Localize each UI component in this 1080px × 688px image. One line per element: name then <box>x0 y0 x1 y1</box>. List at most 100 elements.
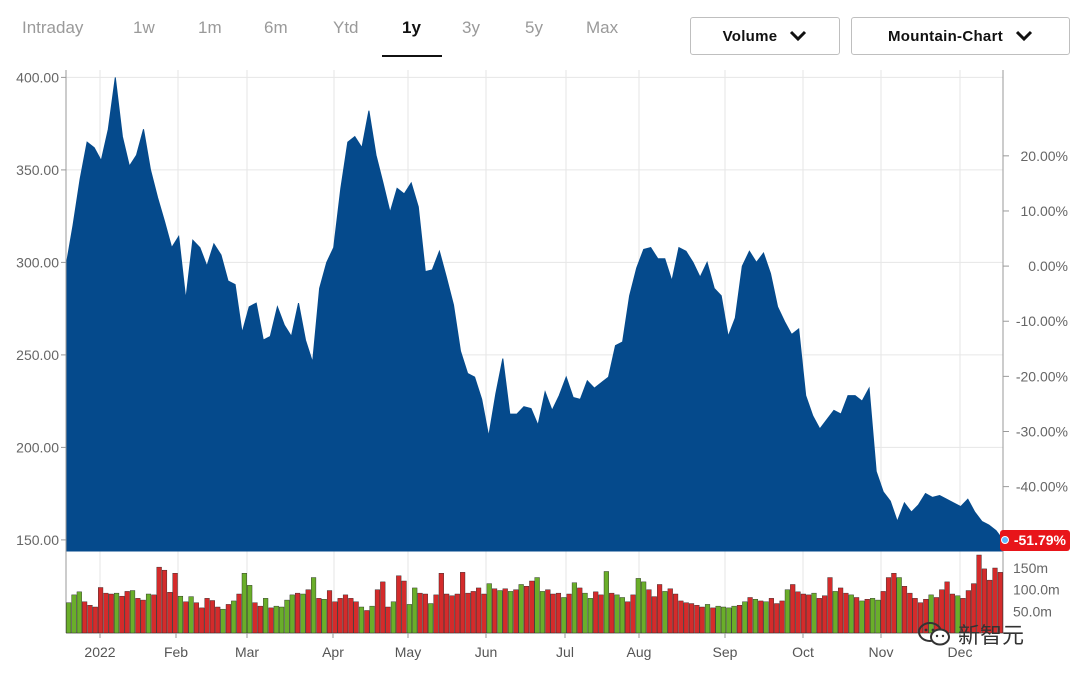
volume-bar-101 <box>603 571 609 634</box>
volume-bar-26 <box>204 598 210 634</box>
volume-bar-79 <box>486 583 492 634</box>
volume-bar-149 <box>859 600 865 634</box>
tab-6m[interactable]: 6m <box>264 18 288 37</box>
volume-bar-42 <box>289 594 295 634</box>
volume-bar-166 <box>949 593 955 634</box>
volume-bar-22 <box>183 601 189 634</box>
volume-bar-61 <box>390 601 396 634</box>
volume-bar-18 <box>161 569 168 634</box>
volume-bar-137 <box>795 591 801 634</box>
volume-bar-146 <box>843 592 849 634</box>
volume-bar-7 <box>103 592 109 634</box>
volume-bar-131 <box>763 601 769 634</box>
volume-bar-71 <box>444 593 450 634</box>
tab-max[interactable]: Max <box>586 18 619 37</box>
tab-1w[interactable]: 1w <box>133 18 155 37</box>
volume-bar-40 <box>279 606 285 634</box>
volume-bar-123 <box>720 606 727 634</box>
volume-bar-85 <box>518 584 524 634</box>
volume-bar-64 <box>406 604 412 634</box>
volume-bar-10 <box>119 595 125 634</box>
volume-bar-112 <box>662 591 668 634</box>
volume-bar-172 <box>981 568 987 634</box>
volume-bar-34 <box>247 585 253 634</box>
x-tick-label-6: Jul <box>556 644 574 660</box>
tab-ytd[interactable]: Ytd <box>333 18 359 37</box>
tab-1y[interactable]: 1y <box>402 18 421 37</box>
volume-bar-93 <box>561 597 567 634</box>
price-area <box>65 77 1004 552</box>
volume-tick-label-0: 150m <box>1013 560 1048 576</box>
volume-bar-78 <box>481 593 487 634</box>
volume-bar-11 <box>124 591 130 634</box>
y-right-tick-label-2: 0.00% <box>1028 258 1068 274</box>
y-right-tick-label-5: -30.00% <box>1016 423 1068 439</box>
volume-bar-140 <box>811 592 817 634</box>
tab-intraday[interactable]: Intraday <box>22 18 84 37</box>
volume-bar-102 <box>609 592 615 634</box>
volume-dropdown[interactable]: Volume <box>690 17 840 55</box>
chart-type-dropdown-label: Mountain-Chart <box>887 27 1003 45</box>
volume-bar-13 <box>135 598 141 634</box>
volume-bar-104 <box>619 597 625 634</box>
volume-bar-167 <box>955 595 961 634</box>
y-right-tick-label-1: 10.00% <box>1021 203 1068 219</box>
volume-bar-38 <box>268 607 274 634</box>
volume-bar-157 <box>901 586 908 634</box>
volume-bar-86 <box>523 586 530 634</box>
volume-bar-25 <box>199 607 205 634</box>
volume-bar-27 <box>209 600 215 634</box>
tab-3y[interactable]: 3y <box>462 18 480 37</box>
y-right-tick-label-4: -20.00% <box>1016 368 1068 384</box>
volume-bar-69 <box>433 594 439 634</box>
volume-bar-169 <box>965 590 971 634</box>
x-tick-label-3: Apr <box>322 644 344 660</box>
volume-bar-74 <box>460 572 466 634</box>
volume-bar-2 <box>76 591 82 634</box>
volume-bar-51 <box>337 598 343 634</box>
volume-bar-77 <box>476 587 482 634</box>
volume-bar-63 <box>401 580 407 634</box>
volume-bar-152 <box>875 599 881 634</box>
tab-1m[interactable]: 1m <box>198 18 222 37</box>
volume-bar-113 <box>667 588 673 634</box>
volume-bar-132 <box>768 598 774 634</box>
y-right-tick-label-6: -40.00% <box>1016 479 1068 495</box>
volume-bar-80 <box>492 588 498 634</box>
volume-bar-14 <box>140 599 146 634</box>
x-tick-label-5: Jun <box>475 644 498 660</box>
volume-bar-95 <box>571 582 577 634</box>
volume-bar-162 <box>928 594 934 634</box>
volume-bar-15 <box>145 593 152 634</box>
volume-bar-3 <box>82 601 88 634</box>
x-tick-label-8: Sep <box>713 644 738 660</box>
watermark-text: 新智元 <box>958 623 1025 648</box>
volume-bar-23 <box>188 596 194 634</box>
volume-bar-32 <box>236 593 242 634</box>
volume-bar-119 <box>699 606 705 634</box>
tab-5y[interactable]: 5y <box>525 18 543 37</box>
volume-bar-154 <box>885 577 892 634</box>
volume-bar-50 <box>332 601 338 634</box>
volume-bar-168 <box>960 598 966 634</box>
volume-bar-55 <box>358 606 365 634</box>
volume-bar-109 <box>646 589 652 634</box>
volume-bar-12 <box>129 590 136 634</box>
volume-bar-142 <box>822 595 828 634</box>
x-tick-label-9: Oct <box>792 644 814 660</box>
volume-bar-141 <box>816 598 822 634</box>
chart-type-dropdown[interactable]: Mountain-Chart <box>851 17 1070 55</box>
volume-bar-115 <box>678 600 684 634</box>
y-left-tick-label-3: 250.00 <box>16 347 59 363</box>
volume-bar-52 <box>342 594 349 634</box>
volume-bar-97 <box>582 592 588 634</box>
volume-bar-39 <box>273 605 279 634</box>
volume-bar-43 <box>295 592 301 634</box>
volume-bar-41 <box>284 599 290 634</box>
volume-bar-53 <box>348 598 354 634</box>
volume-bar-76 <box>470 591 476 634</box>
volume-tick-label-2: 50.0m <box>1013 603 1052 619</box>
volume-bar-4 <box>87 605 93 634</box>
volume-bar-171 <box>976 554 982 634</box>
volume-bar-126 <box>736 605 743 634</box>
